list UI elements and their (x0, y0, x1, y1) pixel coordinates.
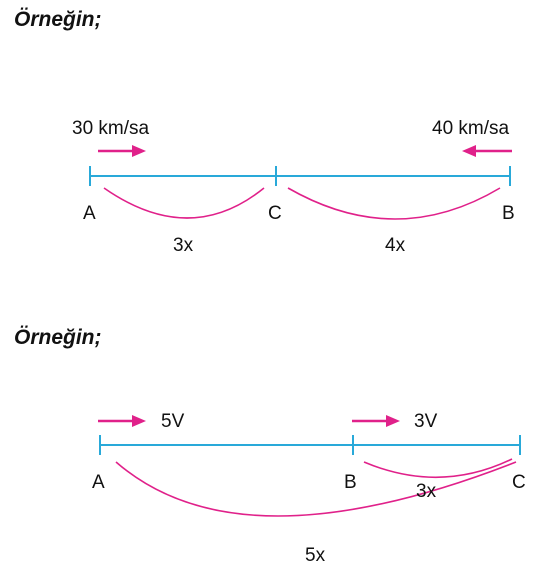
right-arrow-icon (352, 415, 400, 427)
distance-label-ac-1: 3x (173, 235, 194, 256)
arc-ac-1 (103, 187, 265, 219)
distance-label-ac-2: 5x (305, 545, 326, 566)
point-label-a-2: A (92, 472, 105, 493)
distance-label-cb-1: 4x (385, 235, 406, 256)
speed-label-right: 40 km/sa (432, 118, 510, 139)
left-arrow-icon (462, 145, 512, 157)
right-arrow-icon (98, 145, 146, 157)
speed-label-left: 30 km/sa (72, 118, 150, 139)
example-1-diagram: 30 km/sa 40 km/sa A C B 3x 4x (72, 118, 515, 256)
point-label-a-1: A (83, 203, 96, 224)
arc-ac-2 (115, 461, 517, 517)
point-label-c-2: C (512, 472, 526, 493)
arc-cb-1 (287, 187, 501, 220)
point-label-b-1: B (502, 203, 515, 224)
distance-label-bc-2: 3x (416, 481, 437, 502)
arc-bc-2 (363, 458, 513, 479)
right-arrow-icon (98, 415, 146, 427)
point-label-c-1: C (268, 203, 282, 224)
example-2-heading: Örneğin; (14, 326, 102, 349)
example-2-diagram: 5V 3V A B C 3x 5x (92, 411, 526, 566)
speed-label-a: 5V (161, 411, 185, 432)
speed-label-b: 3V (414, 411, 438, 432)
example-1-heading: Örneğin; (14, 8, 102, 31)
point-label-b-2: B (344, 472, 357, 493)
